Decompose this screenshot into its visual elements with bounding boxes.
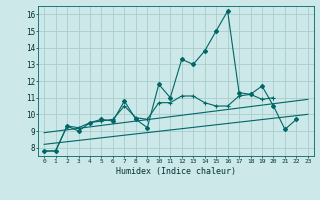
X-axis label: Humidex (Indice chaleur): Humidex (Indice chaleur) — [116, 167, 236, 176]
